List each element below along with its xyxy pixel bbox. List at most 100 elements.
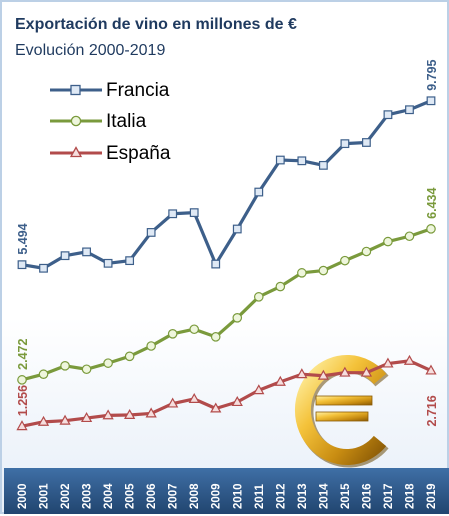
point-espana xyxy=(188,392,200,403)
x-tick-label: 2001 xyxy=(39,483,51,509)
point-francia xyxy=(103,258,113,268)
x-axis-band xyxy=(4,468,449,514)
x-axis-ticks: 2000 2001 2002 2003 2004 2005 2006 2007 2008 2009… xyxy=(17,483,438,509)
point-italia xyxy=(404,231,415,242)
point-espana xyxy=(274,375,286,386)
legend-label-francia: Francia xyxy=(106,80,170,101)
point-espana xyxy=(360,366,373,377)
point-italia xyxy=(17,375,27,385)
point-francia xyxy=(17,260,27,270)
point-italia xyxy=(124,351,135,362)
point-espana xyxy=(403,354,416,365)
point-italia xyxy=(146,341,156,351)
x-tick-label: 2006 xyxy=(146,483,158,509)
end-label-italia: 6.434 xyxy=(425,188,439,219)
x-tick-label: 2019 xyxy=(426,483,438,509)
point-italia xyxy=(81,364,92,375)
point-espana xyxy=(145,407,157,418)
chart-subtitle: Evolución 2000-2019 xyxy=(15,42,165,59)
point-espana xyxy=(210,402,222,413)
point-espana xyxy=(37,415,50,426)
point-francia xyxy=(168,209,178,219)
point-italia xyxy=(103,358,113,368)
x-tick-label: 2017 xyxy=(383,483,395,509)
point-francia xyxy=(60,251,70,261)
point-italia xyxy=(318,265,329,276)
legend-marker-italia xyxy=(70,115,82,127)
point-italia xyxy=(340,255,350,266)
legend-marker-francia xyxy=(70,84,81,96)
point-espana xyxy=(124,408,136,419)
point-italia xyxy=(297,268,307,278)
x-tick-label: 2013 xyxy=(297,483,309,509)
point-francia xyxy=(297,156,307,166)
point-espana xyxy=(59,414,71,425)
point-italia xyxy=(189,324,200,335)
point-francia xyxy=(426,96,436,106)
end-label-francia: 9.795 xyxy=(425,59,439,90)
series-line-francia xyxy=(21,99,432,270)
legend-label-espana: España xyxy=(106,143,171,164)
point-francia xyxy=(275,155,285,165)
point-espana xyxy=(231,396,243,407)
chart-title: Exportación de vino en millones de € xyxy=(15,16,297,33)
point-espana xyxy=(102,409,114,420)
legend-marker-espana xyxy=(69,146,83,158)
point-italia xyxy=(232,313,243,323)
point-espana xyxy=(80,412,93,423)
legend-label-italia: Italia xyxy=(106,111,147,132)
point-italia xyxy=(38,369,49,380)
x-tick-label: 2012 xyxy=(275,483,287,509)
point-espana xyxy=(16,420,28,431)
x-tick-label: 2016 xyxy=(361,483,373,509)
point-francia xyxy=(82,247,91,257)
x-tick-label: 2005 xyxy=(125,483,137,509)
point-espana xyxy=(296,368,308,379)
point-espana xyxy=(382,357,394,368)
x-tick-label: 2003 xyxy=(82,483,94,509)
point-italia xyxy=(253,292,264,302)
point-francia xyxy=(318,160,328,170)
legend: Francia Italia España xyxy=(50,80,171,164)
point-italia xyxy=(275,281,286,292)
point-francia xyxy=(232,224,242,234)
euro-icon xyxy=(294,355,389,468)
start-label-italia: 2.472 xyxy=(16,339,30,370)
x-tick-label: 2007 xyxy=(168,483,180,509)
point-francia xyxy=(189,208,199,218)
x-tick-label: 2010 xyxy=(232,483,244,509)
point-francia xyxy=(362,138,371,147)
start-label-espana: 1.256 xyxy=(16,385,30,416)
point-francia xyxy=(383,110,393,120)
x-tick-label: 2004 xyxy=(103,483,115,509)
point-italia xyxy=(167,329,178,339)
point-francia xyxy=(254,187,264,197)
series-markers xyxy=(16,96,437,431)
point-espana xyxy=(253,384,265,395)
point-francia xyxy=(146,228,156,237)
x-tick-label: 2011 xyxy=(254,483,266,509)
point-espana xyxy=(317,369,329,380)
point-italia xyxy=(383,236,393,247)
point-francia xyxy=(125,256,135,266)
point-francia xyxy=(405,105,414,115)
x-tick-label: 2002 xyxy=(60,483,72,509)
point-francia xyxy=(340,139,350,149)
point-italia xyxy=(426,224,436,234)
x-tick-label: 2018 xyxy=(404,483,416,509)
point-francia xyxy=(39,263,48,273)
point-francia xyxy=(211,259,221,269)
point-italia xyxy=(210,332,221,342)
x-tick-label: 2014 xyxy=(318,483,330,509)
x-tick-label: 2008 xyxy=(189,483,201,509)
data-labels: 5.494 9.795 2.472 6.434 1.256 2.716 xyxy=(16,59,439,426)
series-line-espana xyxy=(21,359,432,428)
end-label-espana: 2.716 xyxy=(425,395,439,426)
x-tick-label: 2000 xyxy=(17,483,29,509)
start-label-francia: 5.494 xyxy=(16,223,30,254)
x-tick-label: 2015 xyxy=(340,483,352,509)
point-italia xyxy=(60,361,70,371)
point-espana xyxy=(425,364,437,375)
point-italia xyxy=(361,246,372,257)
